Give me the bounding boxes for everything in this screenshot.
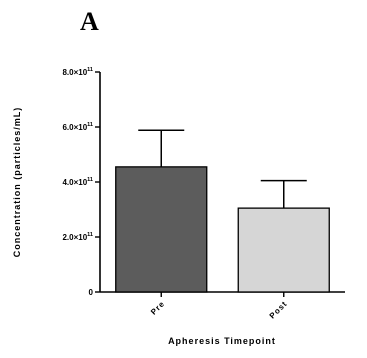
y-tick-label: 4.0×1011 — [62, 177, 93, 187]
y-axis-title: Concentration (particles/mL) — [12, 107, 22, 258]
y-axis: 0 2.0×1011 4.0×1011 6.0×1011 8.0×1011 — [62, 67, 101, 297]
y-tick-label: 8.0×1011 — [62, 67, 93, 77]
y-tick-label: 0 — [89, 288, 94, 297]
x-axis-title: Apheresis Timepoint — [168, 336, 276, 346]
x-tick-label-pre: Pre — [149, 299, 167, 317]
panel-label: A — [80, 7, 99, 36]
x-axis: Pre Post — [100, 291, 345, 321]
bar-post — [237, 207, 330, 293]
y-tick-label: 6.0×1011 — [62, 122, 93, 132]
bars — [115, 166, 330, 293]
x-tick-label-post: Post — [268, 299, 289, 320]
error-bars — [138, 129, 307, 209]
bar-pre — [115, 166, 208, 293]
y-tick-label: 2.0×1011 — [62, 232, 93, 242]
